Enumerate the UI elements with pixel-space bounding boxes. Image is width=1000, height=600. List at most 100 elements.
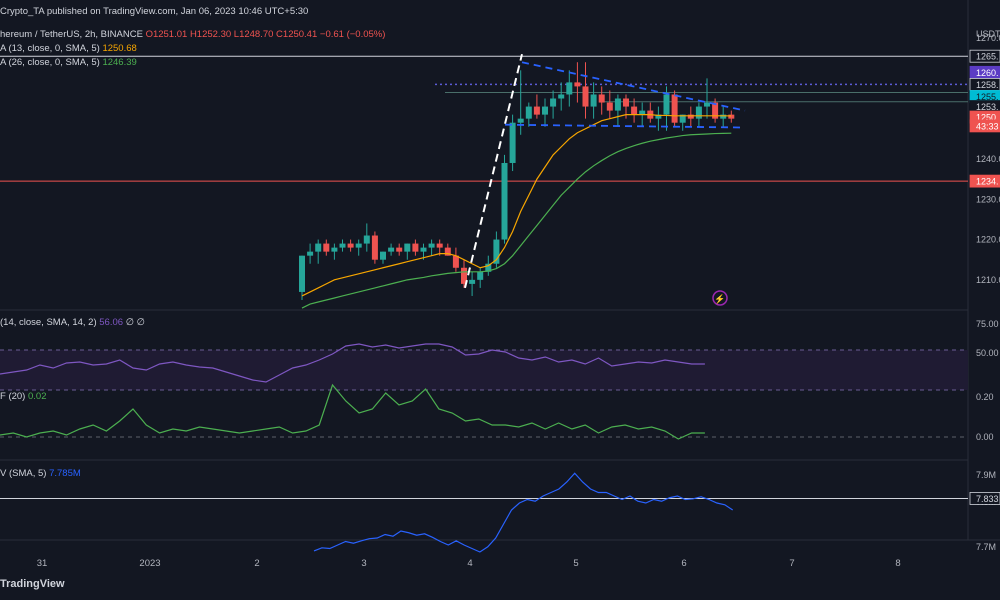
time-tick-label: 7 (789, 558, 794, 569)
candle-body (542, 106, 548, 115)
ma26-value: 1246.39 (102, 57, 137, 68)
candle-body (533, 106, 540, 115)
flag-pole-line (464, 53, 523, 289)
candle-body (598, 94, 605, 103)
flag-lower-trendline (504, 123, 746, 129)
price-tick-label: 1230.0 (976, 194, 1000, 204)
cmf-line (0, 383, 705, 440)
rsi-tick-label: 75.00 (976, 319, 999, 329)
time-tick-label: 4 (467, 558, 472, 569)
vol-value: 7.785M (49, 468, 81, 479)
candle-body (363, 235, 370, 244)
vol-legend: V (SMA, 5) 7.785M (0, 468, 81, 479)
rsi-label: (14, close, SMA, 14, 2) (0, 317, 97, 328)
time-tick-label: 5 (573, 558, 578, 569)
candle-body (307, 251, 314, 256)
lightning-glyph: ⚡ (714, 293, 725, 305)
candle-body (655, 114, 662, 119)
candle-body (566, 82, 573, 95)
time-tick-label: 2 (254, 558, 259, 569)
time-tick-label: 31 (37, 558, 48, 569)
candle-body (679, 114, 686, 123)
candle-body (574, 82, 581, 87)
rsi-extra: ∅ ∅ (125, 317, 145, 328)
candle-body (712, 102, 719, 119)
candle-body (420, 247, 427, 252)
ohlc-change: −0.61 (−0.05%) (319, 29, 386, 40)
price-label-box (969, 174, 1000, 188)
price-tick-label: 1210.0 (976, 275, 1000, 285)
time-tick-label: 3 (361, 558, 366, 569)
cmf-label: F (20) (0, 391, 26, 402)
tradingview-logo[interactable]: TradingView (0, 578, 65, 590)
ma13-value: 1250.68 (102, 43, 137, 54)
cmf-tick-label: 0.00 (976, 432, 994, 442)
candle-body (299, 255, 305, 292)
candle-body (509, 122, 516, 163)
price-label-box (969, 119, 1000, 133)
candle-body (639, 110, 646, 115)
candle-body (517, 118, 524, 123)
candle-body (614, 98, 621, 111)
ohlc-close: C1250.41 (276, 29, 318, 40)
price-label-text: 1258. (976, 80, 999, 90)
candle-body (606, 102, 613, 111)
flag-upper-trendline (521, 61, 746, 112)
candle-body (355, 243, 362, 248)
candle-body (623, 98, 629, 107)
price-tick-label: 1270.0 (976, 33, 1000, 43)
ohlc-low: L1248.70 (233, 29, 274, 40)
candle-body (671, 94, 678, 123)
candle-body (452, 255, 459, 268)
publish-info: Crypto_TA published on TradingView.com, … (0, 6, 309, 17)
cmf-value: 0.02 (27, 391, 47, 402)
candle-body (469, 279, 476, 284)
candle-body (315, 243, 322, 252)
candle-body (323, 243, 330, 252)
vol-price-label-box (969, 492, 1000, 505)
price-label-text: 1255. (976, 92, 999, 102)
candle-body (687, 114, 694, 119)
ma13-label: A (13, close, 0, SMA, 5) (0, 43, 100, 54)
candle-body (371, 235, 378, 260)
candle-body (663, 94, 670, 115)
candle-body (477, 271, 484, 280)
candle-body (550, 98, 557, 107)
ohlc-high: H1252.30 (189, 29, 232, 40)
time-tick-label: 2023 (139, 558, 160, 569)
candle-body (720, 114, 727, 119)
rsi-band (0, 350, 968, 390)
candle-body (396, 247, 403, 252)
vol-line (313, 472, 734, 553)
candle-body (380, 251, 386, 260)
candle-body (404, 243, 411, 252)
price-label-text: 43:33 (976, 121, 999, 131)
candle-body (388, 247, 395, 252)
time-tick-label: 8 (895, 558, 900, 569)
price-label-text: 1253. (976, 102, 999, 112)
candle-body (728, 114, 735, 119)
cmf-legend: F (20) 0.02 (0, 391, 46, 402)
price-label-text: 1250. (976, 113, 999, 123)
candle-body (704, 102, 710, 107)
ma26-legend: A (26, close, 0, SMA, 5) 1246.39 (0, 57, 137, 68)
price-label-box (969, 49, 1000, 63)
rsi-tick-label: 50.00 (976, 348, 999, 358)
candle-body (558, 94, 565, 99)
candle-body (436, 243, 443, 248)
candle-body (631, 106, 638, 115)
price-tick-label: 1220.0 (976, 235, 1000, 245)
ma26-line (301, 132, 732, 309)
rsi-legend: (14, close, SMA, 14, 2) 56.06 ∅ ∅ (0, 317, 145, 328)
vol-label: V (SMA, 5) (0, 468, 47, 479)
vol-tick-label: 7.7M (976, 542, 996, 552)
lightning-icon (712, 290, 728, 306)
time-tick-label: 6 (681, 558, 686, 569)
price-label-text: 1234. (976, 177, 999, 187)
candle-body (461, 267, 467, 284)
candle-body (485, 263, 492, 272)
candle-body (493, 239, 500, 264)
price-axis-unit: USDT (976, 29, 1000, 39)
candle-body (582, 86, 589, 107)
